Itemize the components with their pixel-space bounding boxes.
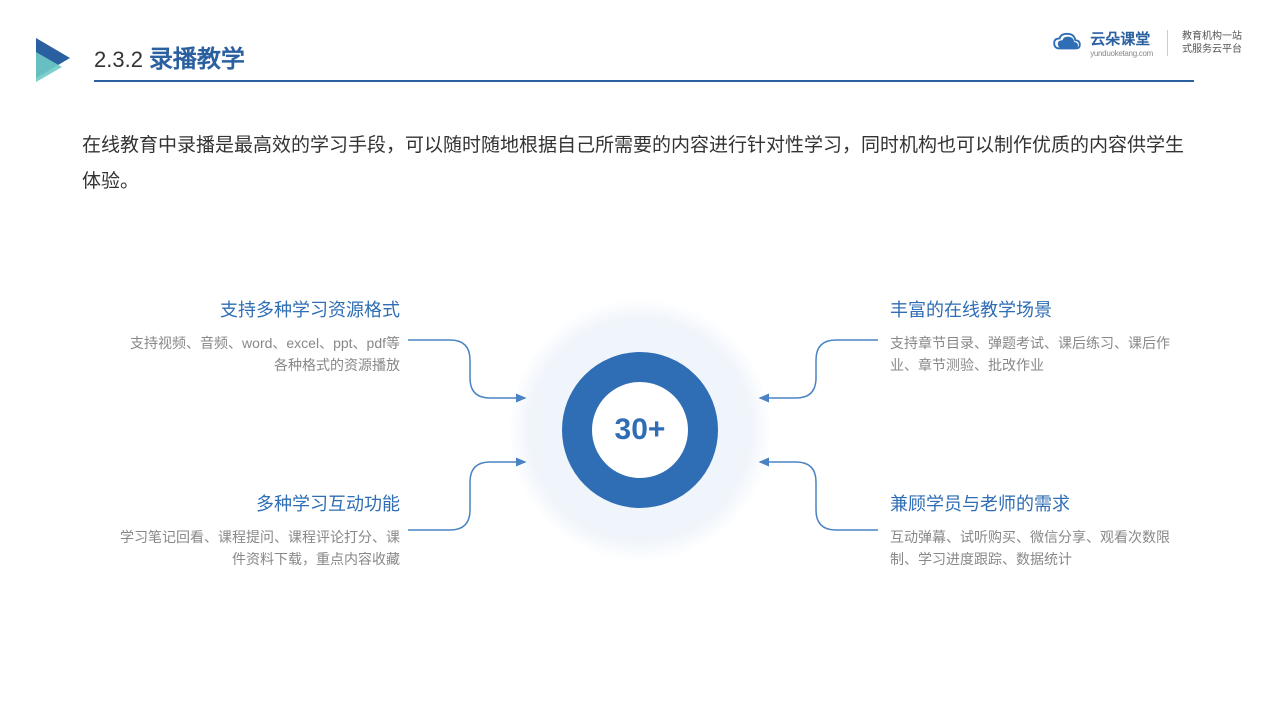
section-number: 2.3.2 bbox=[94, 47, 143, 73]
intro-paragraph: 在线教育中录播是最高效的学习手段，可以随时随地根据自己所需要的内容进行针对性学习… bbox=[82, 128, 1198, 200]
feature-desc: 支持章节目录、弹题考试、课后练习、课后作业、章节测验、批改作业 bbox=[890, 332, 1170, 377]
logo-text: 云朵课堂 yunduoketang.com bbox=[1090, 28, 1153, 58]
blue-ring: 30+ bbox=[562, 352, 718, 508]
feature-desc: 支持视频、音频、word、excel、ppt、pdf等各种格式的资源播放 bbox=[120, 332, 400, 377]
logo-domain: yunduoketang.com bbox=[1090, 49, 1153, 58]
feature-top-left: 支持多种学习资源格式 支持视频、音频、word、excel、ppt、pdf等各种… bbox=[120, 296, 400, 377]
logo-tagline: 教育机构一站 式服务云平台 bbox=[1182, 30, 1242, 56]
logo-brand: 云朵课堂 bbox=[1090, 28, 1153, 49]
logo-divider bbox=[1167, 30, 1168, 56]
feature-title: 支持多种学习资源格式 bbox=[120, 296, 400, 322]
title-underline: 2.3.2 录播教学 bbox=[94, 39, 1194, 82]
brand-logo: 云朵课堂 yunduoketang.com 教育机构一站 式服务云平台 bbox=[1052, 28, 1242, 58]
cloud-icon bbox=[1052, 32, 1082, 54]
feature-desc: 互动弹幕、试听购买、微信分享、观看次数限制、学习进度跟踪、数据统计 bbox=[890, 526, 1170, 571]
feature-title: 丰富的在线教学场景 bbox=[890, 296, 1170, 322]
tagline-line2: 式服务云平台 bbox=[1182, 43, 1242, 56]
tagline-line1: 教育机构一站 bbox=[1182, 30, 1242, 43]
center-value: 30+ bbox=[615, 413, 666, 447]
play-icon bbox=[36, 38, 76, 82]
feature-bottom-right: 兼顾学员与老师的需求 互动弹幕、试听购买、微信分享、观看次数限制、学习进度跟踪、… bbox=[890, 490, 1170, 571]
feature-desc: 学习笔记回看、课程提问、课程评论打分、课件资料下载，重点内容收藏 bbox=[120, 526, 400, 571]
feature-title: 多种学习互动功能 bbox=[120, 490, 400, 516]
feature-bottom-left: 多种学习互动功能 学习笔记回看、课程提问、课程评论打分、课件资料下载，重点内容收… bbox=[120, 490, 400, 571]
section-title: 录播教学 bbox=[149, 39, 245, 74]
feature-top-right: 丰富的在线教学场景 支持章节目录、弹题考试、课后练习、课后作业、章节测验、批改作… bbox=[890, 296, 1170, 377]
feature-title: 兼顾学员与老师的需求 bbox=[890, 490, 1170, 516]
center-circle: 30+ bbox=[540, 330, 740, 530]
